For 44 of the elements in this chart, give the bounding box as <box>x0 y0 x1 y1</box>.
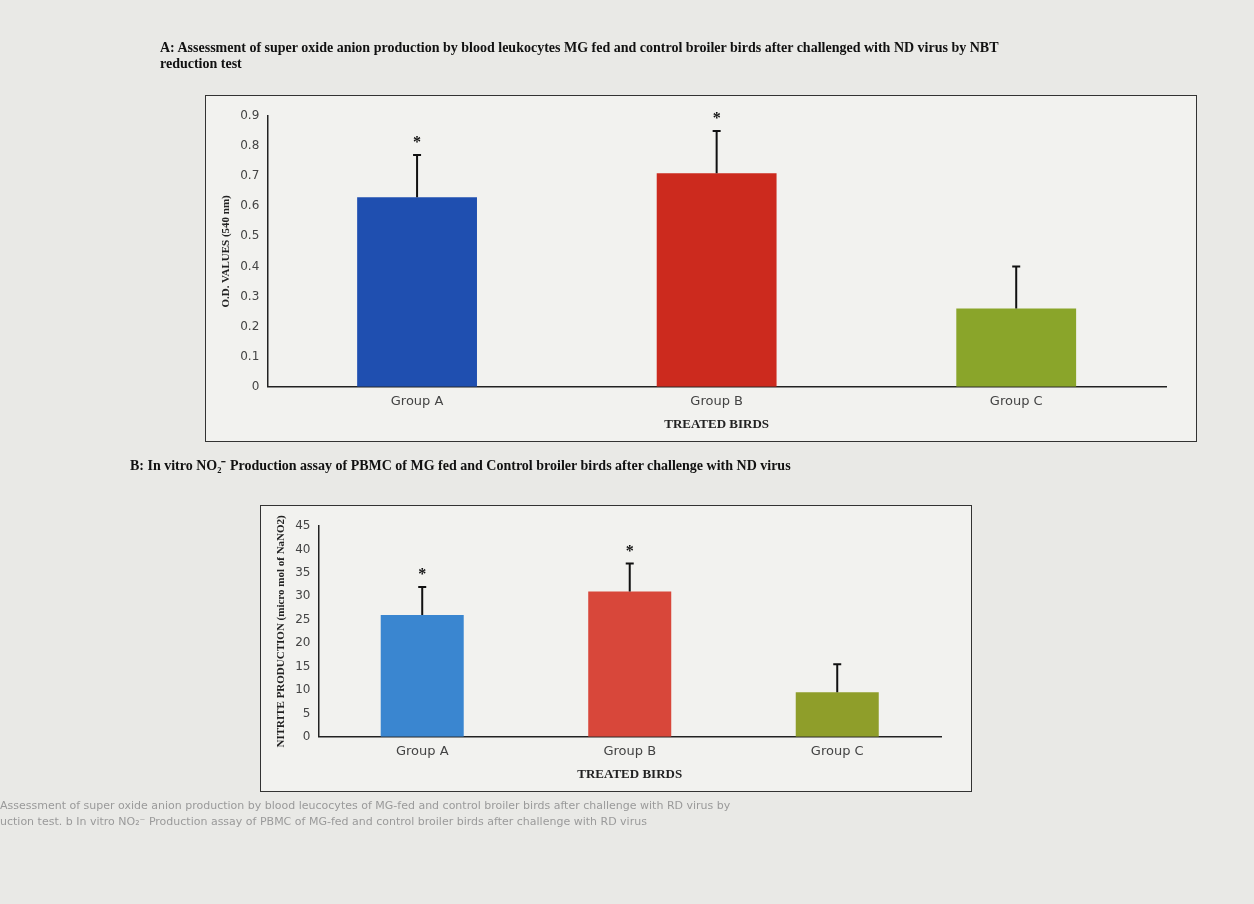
x-tick-label: Group B <box>603 742 657 758</box>
chart-title: A: Assessment of super oxide anion production by blood leukocytes MG fed and control broiler birds after challenged with ND virus by NBT reduction test <box>160 40 1000 72</box>
text: uction test. b In vitro NO₂⁻ Production assay of PBMC of MG-fed and control broiler birds after challenge with RD virus <box>0 815 647 828</box>
y-tick-label: 45 <box>295 518 311 533</box>
bar <box>588 591 672 737</box>
y-tick-label: 0 <box>302 728 311 743</box>
x-tick-label: Group C <box>989 392 1043 408</box>
x-axis-title: TREATED BIRDS <box>664 415 770 431</box>
y-tick-label: 0.5 <box>240 228 260 243</box>
y-tick-label: 0.9 <box>240 108 260 123</box>
y-tick-label: 25 <box>295 611 311 626</box>
y-axis-title: NITRITE PRODUCTION (micro mol of NaNO2) <box>274 514 288 748</box>
y-tick-label: 0.2 <box>240 318 260 333</box>
y-tick-label: 30 <box>295 588 311 603</box>
y-tick-label: 0 <box>251 378 260 393</box>
y-tick-label: 0.4 <box>240 258 260 273</box>
x-tick-label: Group C <box>810 742 864 758</box>
y-tick-label: 0.1 <box>240 348 260 363</box>
chart-title: B: In vitro NO₂⁻ Production assay of PBMC of MG fed and Control broiler birds after challenge with ND virus <box>130 457 792 474</box>
y-tick-label: 40 <box>295 541 311 556</box>
annotation: * <box>413 133 422 151</box>
bar <box>380 615 464 737</box>
y-tick-label: 20 <box>295 635 311 650</box>
bar <box>656 173 777 387</box>
annotation: * <box>712 109 721 127</box>
annotation: * <box>625 541 634 559</box>
x-axis-title: TREATED BIRDS <box>577 765 683 781</box>
y-tick-label: 15 <box>295 658 311 673</box>
x-tick-label: Group B <box>690 392 743 408</box>
bar <box>357 197 477 387</box>
y-tick-label: 5 <box>302 705 311 720</box>
y-tick-label: 0.6 <box>240 198 260 213</box>
y-tick-label: 0.8 <box>240 138 260 153</box>
bar <box>795 692 879 737</box>
y-tick-label: 35 <box>295 564 311 579</box>
y-tick-label: 0.3 <box>240 288 260 303</box>
x-tick-label: Group A <box>395 742 449 758</box>
bar <box>956 308 1077 387</box>
y-axis-title: O.D. VALUES (540 nm) <box>219 194 233 308</box>
x-tick-label: Group A <box>390 392 444 408</box>
annotation: * <box>418 565 427 583</box>
y-tick-label: 0.7 <box>240 168 260 183</box>
y-tick-label: 10 <box>295 682 311 697</box>
text: Assessment of super oxide anion production by blood leucocytes of MG-fed and control broiler birds after challenge with RD virus by <box>0 799 731 812</box>
